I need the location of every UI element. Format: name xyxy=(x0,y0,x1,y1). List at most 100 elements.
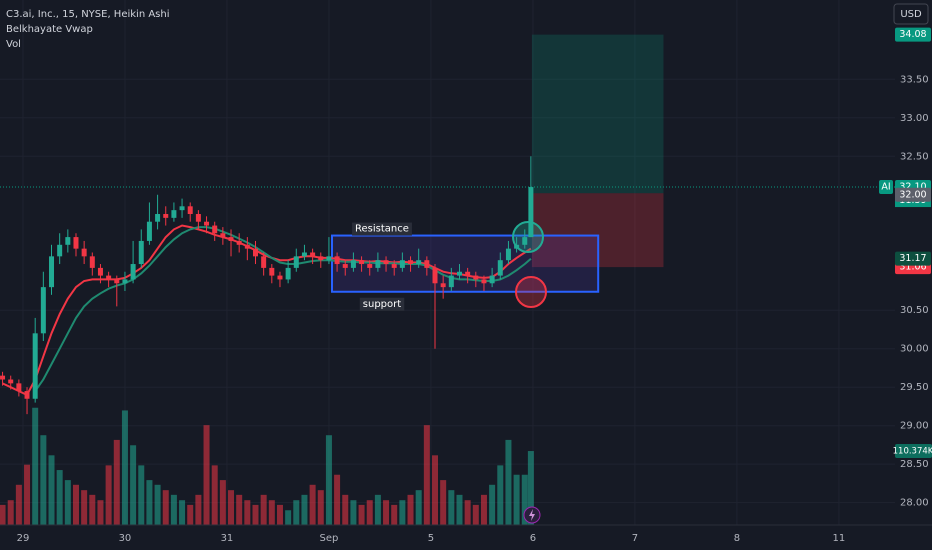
candle-body xyxy=(489,275,495,284)
volume-bar xyxy=(464,500,471,525)
volume-bar xyxy=(64,480,71,525)
candle-body xyxy=(81,248,87,257)
x-tick-label: 29 xyxy=(17,533,30,544)
resistance-label-bg xyxy=(352,222,412,236)
candle-body xyxy=(40,287,46,334)
volume-bar xyxy=(521,474,528,525)
candle-body xyxy=(130,264,136,280)
x-tick-label: 6 xyxy=(530,533,536,544)
candle-body xyxy=(244,244,250,249)
volume-bar xyxy=(407,494,414,525)
indicator-price-tag-bg xyxy=(895,251,931,266)
axes: 28.00 28.50 29.00 29.50 30.00 30.50 32.50 33.00… xyxy=(17,27,932,544)
candle-body xyxy=(73,237,79,249)
x-tick-label: 5 xyxy=(428,533,434,544)
candle-body xyxy=(195,214,201,222)
indicator-label[interactable]: Belkhayate Vwap xyxy=(6,24,93,35)
highlight-circle xyxy=(512,221,544,253)
candle-body xyxy=(375,260,381,268)
volume-bar xyxy=(383,500,390,525)
volume-bar xyxy=(423,425,430,525)
volume-bar xyxy=(81,490,88,525)
candle-body xyxy=(122,279,128,284)
currency-button[interactable] xyxy=(893,3,929,25)
y-tick-label: 33.00 xyxy=(900,113,929,124)
price-tag-bg xyxy=(895,187,931,202)
volume-pane xyxy=(0,407,534,525)
candle-body xyxy=(236,240,242,245)
candle-body xyxy=(505,248,511,261)
volume-bar xyxy=(334,474,341,525)
indicator-price-tag: 31.17 xyxy=(899,253,926,264)
volume-bar xyxy=(276,504,283,525)
volume-bar xyxy=(162,490,169,525)
candle-body xyxy=(465,271,471,276)
stop-price-tag: 31.06 xyxy=(899,262,926,273)
chart-title: C3.ai, Inc., 15, NYSE, Heikin Ashi xyxy=(6,9,170,20)
volume-bar xyxy=(399,500,406,525)
candle-body xyxy=(204,221,210,226)
target-zone xyxy=(531,34,664,194)
candle-body xyxy=(448,275,454,288)
candle-body xyxy=(220,233,226,238)
candle-body xyxy=(391,264,397,268)
y-tick-label: 33.50 xyxy=(900,74,929,85)
candle-body xyxy=(528,187,534,238)
candle-body xyxy=(171,210,177,218)
y-tick-label: 32.50 xyxy=(900,151,929,162)
volume-bar xyxy=(187,504,194,525)
candle-body xyxy=(65,237,71,245)
indicator-label[interactable]: Vol xyxy=(6,39,21,50)
volume-bar xyxy=(448,490,455,525)
volume-bar xyxy=(350,500,357,525)
candle-body xyxy=(301,252,307,257)
target-price-tag-bg xyxy=(895,27,931,42)
volume-bar xyxy=(244,500,251,525)
x-tick-label: 11 xyxy=(833,533,846,544)
volume-bar xyxy=(285,510,292,525)
candle-body xyxy=(179,206,185,211)
volume-bar xyxy=(121,410,128,525)
volume-bar xyxy=(0,504,6,525)
x-tick-label: 7 xyxy=(632,533,638,544)
volume-bar xyxy=(219,480,226,525)
volume-bar xyxy=(113,439,120,525)
x-tick-label: Sep xyxy=(320,533,339,544)
candle-body xyxy=(399,260,405,268)
volume-bar xyxy=(342,494,349,525)
candle-body xyxy=(456,271,462,276)
volume-bar xyxy=(130,445,137,525)
y-tick-label: 30.00 xyxy=(900,344,929,355)
price-axis xyxy=(895,0,932,550)
candle-body xyxy=(326,256,332,261)
volume-tag-bg xyxy=(895,444,932,459)
volume-bar xyxy=(513,474,520,525)
candle-body xyxy=(32,333,38,399)
volume-bar xyxy=(146,480,153,525)
candle-body xyxy=(97,267,103,276)
candle-body xyxy=(0,375,6,380)
volume-bar xyxy=(48,455,55,525)
volume-bar xyxy=(358,504,365,525)
candle-body xyxy=(334,256,340,265)
volume-bar xyxy=(236,494,243,525)
volume-bar xyxy=(432,455,439,525)
candle-body xyxy=(228,237,234,241)
y-tick-label: 29.00 xyxy=(900,421,929,432)
symbol-badge-bg xyxy=(879,180,893,195)
volume-bar xyxy=(497,465,504,525)
candle-body xyxy=(424,260,430,268)
currency-label: USD xyxy=(900,9,922,20)
y-tick-label: 28.50 xyxy=(900,459,929,470)
volume-bar xyxy=(325,435,332,525)
candle-body xyxy=(383,260,389,265)
event-icon-bolt xyxy=(529,509,535,521)
volume-bar xyxy=(293,500,300,525)
candle-body xyxy=(138,240,144,265)
volume-bar xyxy=(252,504,259,525)
volume-bar xyxy=(472,504,479,525)
candle-body xyxy=(408,260,414,265)
volume-bar xyxy=(374,494,381,525)
candle-body xyxy=(285,267,291,280)
